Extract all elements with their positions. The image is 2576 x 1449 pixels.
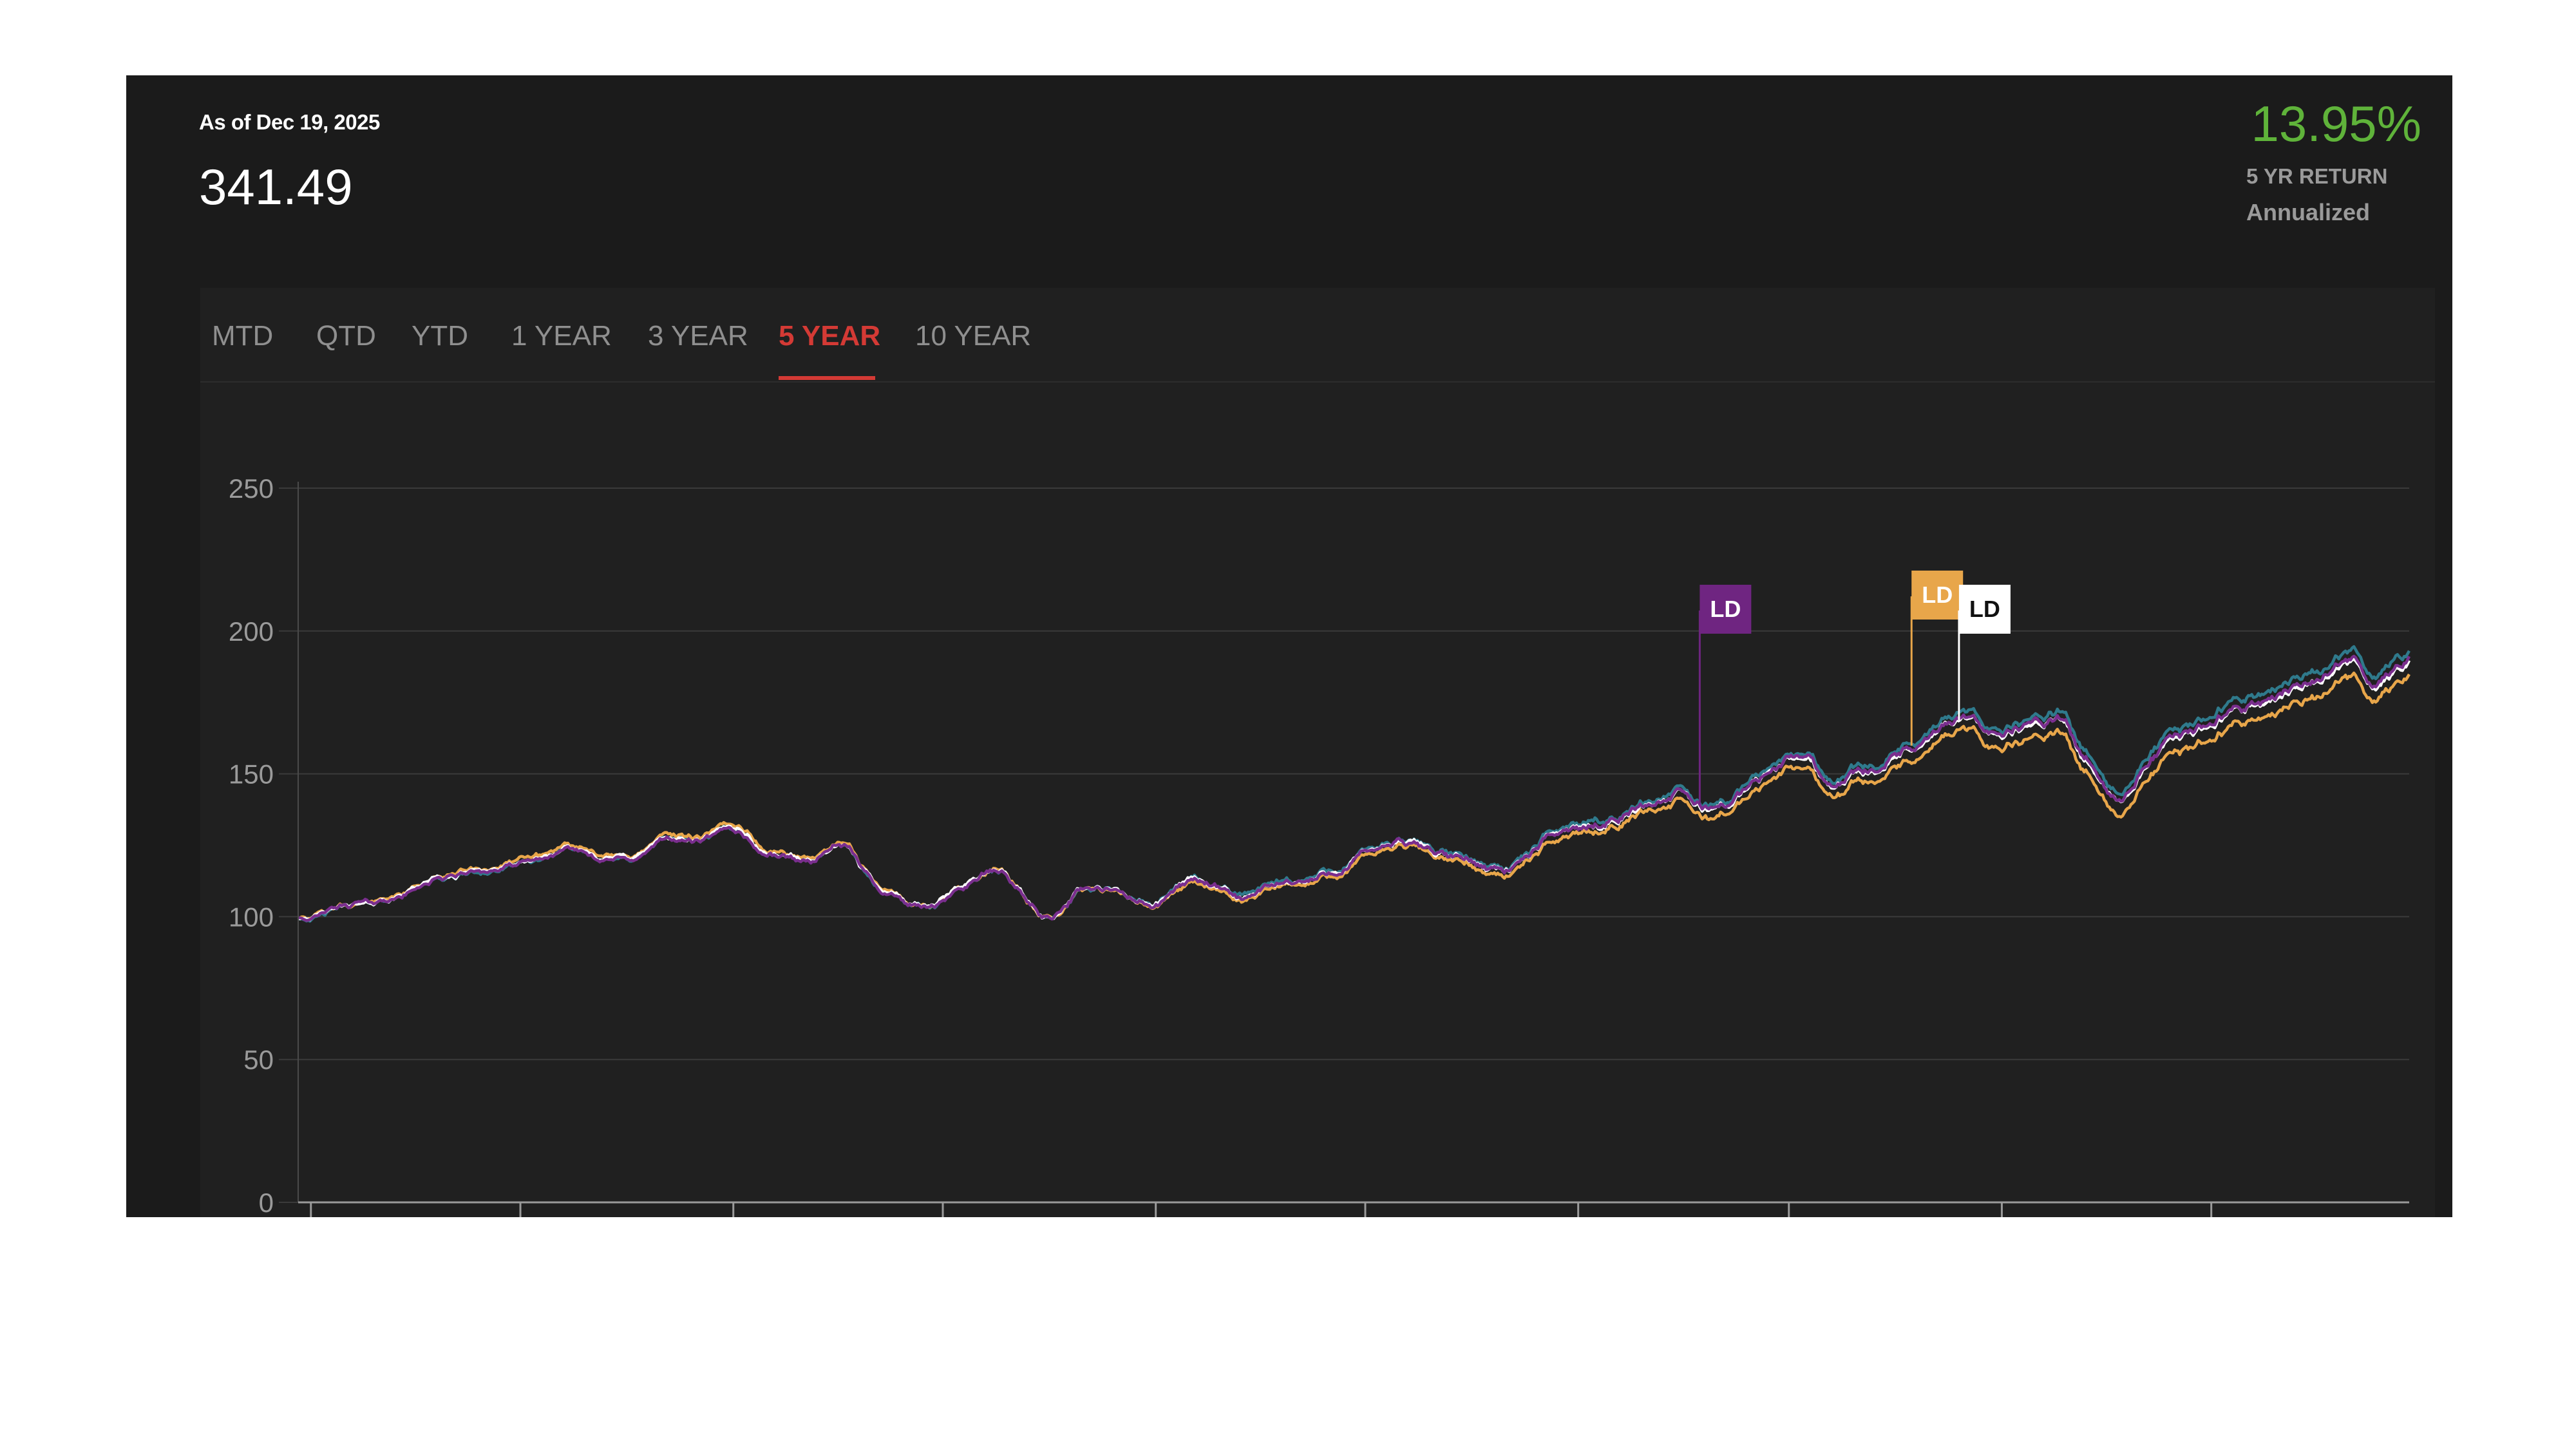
as-of-date: As of Dec 19, 2025 bbox=[199, 110, 380, 134]
series-line bbox=[297, 658, 2411, 922]
chart-axes: 050100150200250JAN 2021JUL 2021JAN 2022J… bbox=[229, 473, 2409, 1217]
tab-mtd[interactable]: MTD bbox=[212, 320, 274, 352]
tab-1-year[interactable]: 1 YEAR bbox=[511, 320, 612, 352]
series-line bbox=[298, 671, 2410, 921]
tab-qtd[interactable]: QTD bbox=[316, 320, 376, 352]
y-tick-label: 100 bbox=[229, 902, 274, 932]
y-tick-label: 250 bbox=[229, 473, 274, 504]
tab-ytd[interactable]: YTD bbox=[412, 320, 468, 352]
annualized-return-value: 13.95% bbox=[2251, 95, 2421, 152]
flag-label: LD bbox=[1922, 582, 1953, 608]
flag-label: LD bbox=[1969, 596, 2000, 622]
y-tick-label: 50 bbox=[243, 1045, 274, 1075]
flag-box bbox=[1700, 585, 1752, 634]
chart-series bbox=[297, 645, 2411, 923]
tab-3-year[interactable]: 3 YEAR bbox=[648, 320, 748, 352]
chart-card: MTD QTD YTD 1 YEAR 3 YEAR 5 YEAR 10 YEAR… bbox=[200, 288, 2435, 1217]
return-type-label: Annualized bbox=[2246, 199, 2371, 225]
flag-label: LD bbox=[1710, 596, 1741, 622]
y-tick-label: 150 bbox=[229, 759, 274, 790]
price-value: 341.49 bbox=[199, 158, 353, 215]
line-chart: 050100150200250JAN 2021JUL 2021JAN 2022J… bbox=[229, 473, 2411, 1217]
y-tick-label: 0 bbox=[259, 1188, 274, 1217]
flag-box bbox=[1958, 585, 2011, 634]
return-period-label: 5 YR RETURN bbox=[2246, 164, 2388, 188]
series-line bbox=[298, 654, 2411, 922]
chart-grid bbox=[279, 488, 2409, 1203]
tab-10-year[interactable]: 10 YEAR bbox=[915, 320, 1032, 352]
y-tick-label: 200 bbox=[229, 616, 274, 647]
period-tabs: MTD QTD YTD 1 YEAR 3 YEAR 5 YEAR 10 YEAR bbox=[200, 288, 2435, 383]
tab-5-year[interactable]: 5 YEAR bbox=[779, 320, 881, 352]
active-tab-indicator bbox=[779, 376, 875, 380]
flag-box bbox=[1911, 571, 1964, 620]
chart-flags: LD LD LD bbox=[1698, 571, 2011, 804]
performance-panel: As of Dec 19, 2025 341.49 13.95% 5 YR RE… bbox=[126, 75, 2452, 1217]
